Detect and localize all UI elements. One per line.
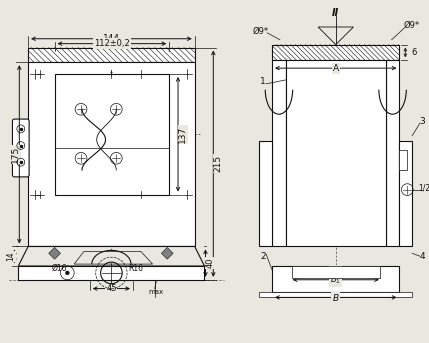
- Text: 137: 137: [178, 126, 187, 143]
- Bar: [18, 266, 205, 280]
- Text: max: max: [148, 288, 163, 295]
- Polygon shape: [49, 247, 60, 259]
- Bar: [28, 62, 195, 247]
- Bar: [399, 141, 412, 247]
- Text: 215: 215: [214, 155, 223, 172]
- Bar: [260, 293, 412, 297]
- Bar: [292, 266, 380, 278]
- Text: Ø16: Ø16: [52, 263, 67, 272]
- Text: $B$: $B$: [332, 292, 340, 303]
- Text: 14: 14: [6, 251, 15, 261]
- Text: A: A: [333, 64, 339, 73]
- Text: 2: 2: [260, 252, 266, 261]
- Text: $B_2$: $B_2$: [330, 266, 341, 278]
- Bar: [286, 60, 386, 247]
- Text: 40: 40: [206, 258, 215, 268]
- Text: II: II: [332, 8, 339, 18]
- Text: Ø9*: Ø9*: [252, 26, 269, 35]
- Bar: [386, 60, 399, 247]
- Bar: [28, 48, 195, 62]
- Bar: [272, 60, 286, 247]
- FancyBboxPatch shape: [12, 119, 29, 177]
- Text: 1/2: 1/2: [418, 183, 429, 192]
- Circle shape: [65, 271, 69, 275]
- Polygon shape: [74, 251, 153, 264]
- Text: 112±0,2: 112±0,2: [94, 39, 130, 48]
- Text: $B_1$: $B_1$: [330, 273, 341, 286]
- Text: 3: 3: [419, 117, 425, 126]
- Text: 6: 6: [411, 48, 417, 57]
- Text: Ø9*: Ø9*: [403, 21, 419, 29]
- Text: 45: 45: [106, 284, 117, 293]
- Polygon shape: [161, 247, 173, 259]
- Text: 144: 144: [103, 34, 120, 43]
- Bar: [272, 266, 399, 293]
- Text: 175: 175: [11, 146, 20, 163]
- Bar: [399, 151, 407, 170]
- Text: R16: R16: [128, 263, 143, 272]
- Bar: [272, 45, 399, 60]
- Text: 1: 1: [260, 78, 266, 86]
- Text: $l$: $l$: [153, 279, 158, 291]
- Text: 4: 4: [419, 252, 425, 261]
- Bar: [54, 74, 169, 194]
- Bar: [260, 141, 272, 247]
